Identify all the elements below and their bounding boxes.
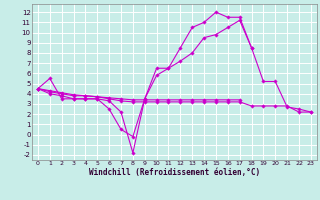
X-axis label: Windchill (Refroidissement éolien,°C): Windchill (Refroidissement éolien,°C) xyxy=(89,168,260,177)
